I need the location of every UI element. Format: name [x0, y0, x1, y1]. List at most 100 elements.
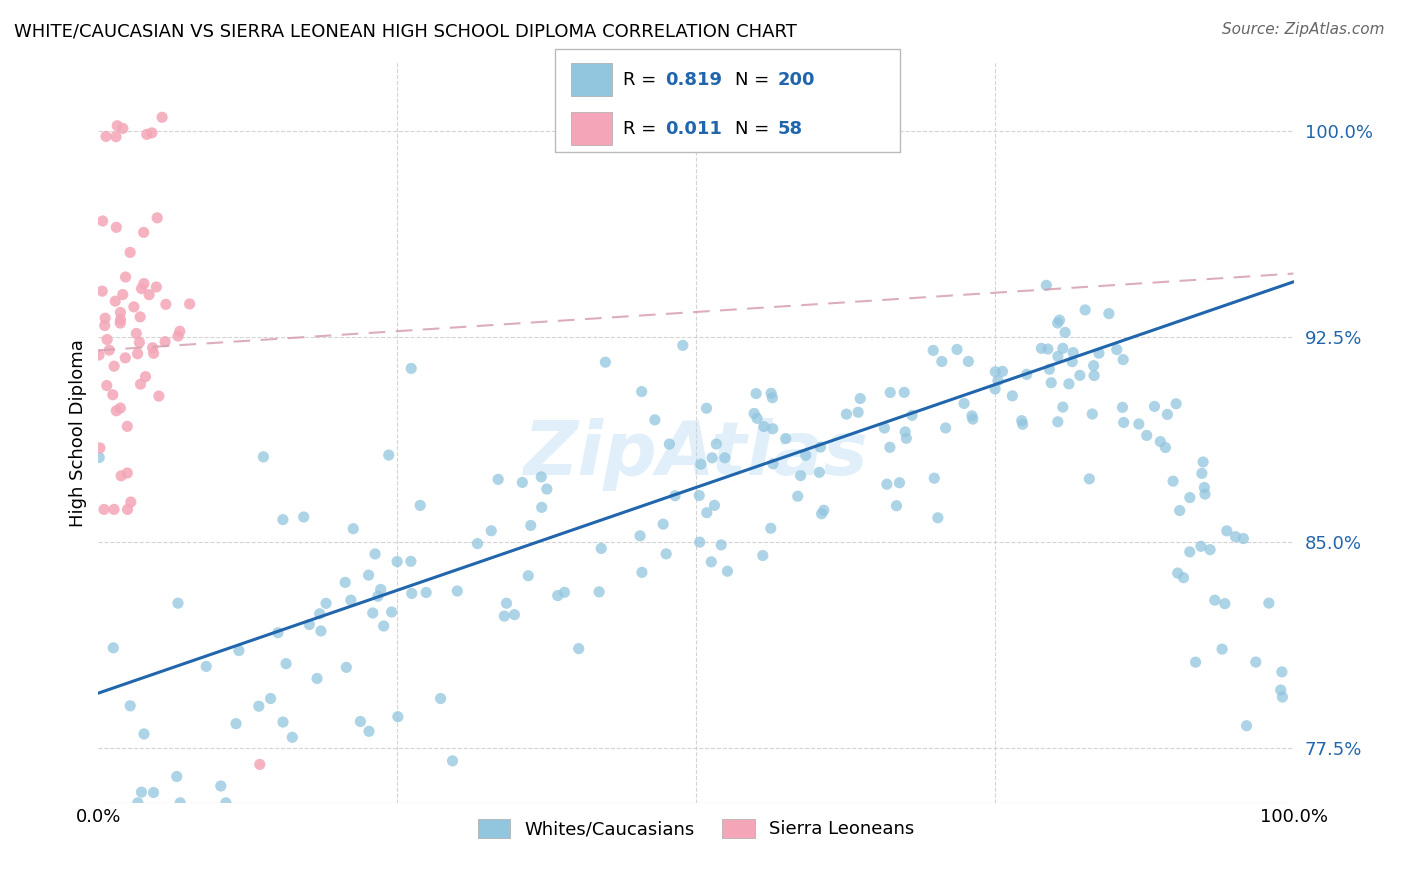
Point — [132, 727, 155, 741]
Point — [364, 547, 387, 561]
Point — [429, 691, 451, 706]
Point — [984, 365, 1007, 379]
Point — [759, 521, 782, 535]
Point — [789, 468, 811, 483]
Point — [1149, 434, 1171, 449]
Point — [886, 499, 908, 513]
Point — [879, 385, 901, 400]
Point — [1194, 487, 1216, 501]
Point — [228, 643, 250, 657]
Point — [689, 535, 711, 549]
Point — [103, 640, 125, 655]
Point — [1236, 719, 1258, 733]
Point — [370, 582, 392, 597]
Point — [146, 211, 169, 225]
Point — [714, 450, 737, 465]
Point — [695, 401, 717, 416]
Point — [510, 475, 533, 490]
Point — [381, 605, 404, 619]
Point — [889, 475, 911, 490]
Point — [595, 355, 617, 369]
Point — [105, 403, 128, 417]
Point — [169, 324, 191, 338]
Point — [247, 699, 270, 714]
Point — [495, 596, 517, 610]
Text: ZipAtlas: ZipAtlas — [523, 418, 869, 491]
Point — [1052, 342, 1074, 356]
Point — [1074, 302, 1097, 317]
Point — [672, 338, 695, 352]
Point — [658, 437, 681, 451]
Point — [752, 549, 775, 563]
Point — [688, 489, 710, 503]
Point — [762, 422, 785, 436]
Point — [87, 348, 110, 362]
Point — [1257, 596, 1279, 610]
Point — [105, 119, 128, 133]
Point — [759, 386, 782, 401]
Point — [810, 440, 832, 454]
Point — [96, 333, 118, 347]
Point — [1191, 467, 1213, 481]
Point — [1038, 362, 1060, 376]
Point — [628, 529, 651, 543]
Point — [703, 499, 725, 513]
Point — [179, 297, 201, 311]
Point — [467, 536, 489, 550]
Point — [1046, 316, 1069, 330]
Point — [794, 448, 817, 462]
Point — [367, 589, 389, 603]
Point — [141, 126, 163, 140]
Point — [752, 419, 775, 434]
Point — [1199, 542, 1222, 557]
Point — [893, 385, 915, 400]
Point — [631, 566, 654, 580]
Point — [1189, 539, 1212, 553]
Text: N =: N = — [735, 120, 775, 138]
Point — [1083, 368, 1105, 383]
Point — [984, 382, 1007, 396]
Point — [1194, 481, 1216, 495]
Point — [1046, 415, 1069, 429]
Point — [1001, 389, 1024, 403]
Point — [745, 411, 768, 425]
Point — [1011, 414, 1033, 428]
Y-axis label: High School Diploma: High School Diploma — [69, 339, 87, 526]
Point — [1062, 345, 1084, 359]
Point — [689, 457, 711, 471]
Point — [150, 110, 173, 124]
Point — [215, 796, 238, 810]
Point — [1083, 359, 1105, 373]
Point — [873, 421, 896, 435]
Point — [349, 714, 371, 729]
Point — [292, 510, 315, 524]
Point — [922, 343, 945, 358]
Point — [249, 757, 271, 772]
Point — [281, 731, 304, 745]
Point — [166, 770, 188, 784]
Point — [373, 619, 395, 633]
Point — [1128, 417, 1150, 431]
Point — [761, 391, 783, 405]
Point — [387, 709, 409, 723]
Point — [94, 311, 117, 326]
Point — [1031, 342, 1053, 356]
Point — [517, 568, 540, 582]
Point — [298, 617, 321, 632]
Point — [762, 457, 785, 471]
Point — [1270, 683, 1292, 698]
Point — [103, 359, 125, 374]
Point — [1178, 545, 1201, 559]
Point — [652, 517, 675, 532]
Point — [399, 554, 422, 568]
Point — [1204, 593, 1226, 607]
Text: 200: 200 — [778, 70, 815, 89]
Point — [591, 541, 613, 556]
Point — [1098, 307, 1121, 321]
Point — [134, 369, 156, 384]
Point — [1225, 530, 1247, 544]
Point — [138, 287, 160, 301]
Point — [1011, 417, 1033, 432]
Point — [896, 431, 918, 445]
Point — [127, 796, 149, 810]
